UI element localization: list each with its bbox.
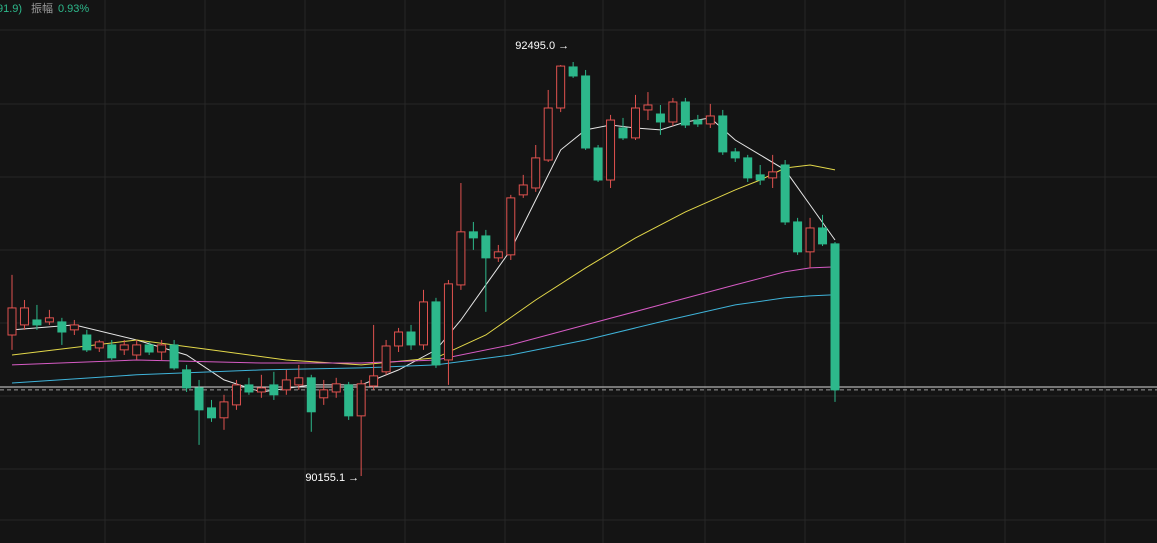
candle-body — [281, 379, 291, 391]
candle-body — [556, 65, 566, 109]
candle-body — [7, 307, 17, 336]
candle-body — [44, 317, 54, 323]
candle-body — [57, 321, 67, 333]
amplitude-value: 0.93% — [58, 3, 89, 15]
candle-body — [830, 243, 840, 391]
candle-body — [306, 377, 316, 413]
candle-body — [331, 383, 341, 393]
candle-body — [32, 319, 42, 326]
candle-body — [182, 369, 192, 389]
candle-body — [443, 283, 453, 361]
candle-body — [543, 107, 553, 161]
candle-body — [207, 407, 217, 419]
candle-body — [793, 221, 803, 253]
candle-body — [319, 389, 329, 399]
candle-body — [256, 387, 266, 393]
candle-body — [431, 301, 441, 366]
candle-body — [244, 384, 254, 393]
candle-body — [643, 104, 653, 111]
candle-body — [818, 227, 828, 245]
candle-body — [456, 231, 466, 286]
candle-body — [655, 113, 665, 123]
candle-body — [755, 174, 765, 181]
candle-body — [269, 384, 279, 396]
candle-body — [680, 101, 690, 126]
candle-body — [69, 324, 79, 331]
candle-body — [506, 197, 516, 256]
candle-body — [369, 375, 379, 387]
candle-body — [743, 157, 753, 179]
candle-body — [157, 344, 167, 353]
candle-body — [768, 171, 778, 179]
candle-body — [593, 147, 603, 181]
candle-body — [294, 377, 304, 386]
candle-body — [718, 115, 728, 153]
candle-body — [618, 127, 628, 139]
amplitude-label: 振幅 — [31, 1, 53, 15]
candle-body — [581, 75, 591, 149]
candle-body — [132, 344, 142, 356]
max-annotation: 92495.0 → — [515, 40, 569, 52]
candle-body — [531, 157, 541, 189]
candle-body — [406, 331, 416, 346]
candle-body — [705, 115, 715, 125]
candle-body — [568, 66, 578, 77]
candle-body — [119, 344, 129, 351]
candle-body — [169, 344, 179, 369]
candle-body — [394, 331, 404, 347]
moving-average-line — [11, 294, 836, 384]
min-annotation: 90155.1 → — [305, 472, 359, 484]
candle-body — [668, 101, 678, 123]
candle-body — [231, 384, 241, 406]
candle-body — [19, 307, 29, 326]
candle-body — [82, 334, 92, 351]
candle-body — [481, 235, 491, 259]
candle-body — [630, 107, 640, 139]
moving-average-line — [11, 266, 836, 366]
candle-body — [693, 119, 703, 125]
candle-body — [468, 231, 478, 239]
candle-body — [194, 387, 204, 411]
candle-body — [518, 184, 528, 196]
candle-body — [780, 164, 790, 223]
candle-body — [730, 151, 740, 159]
candle-body — [94, 341, 104, 349]
candle-body — [219, 401, 229, 419]
candle-body — [419, 301, 428, 346]
candle-body — [356, 383, 366, 417]
candle-body — [381, 345, 391, 373]
candle-body — [107, 344, 117, 359]
candle-body — [344, 384, 354, 417]
candle-body — [805, 227, 815, 253]
header-fragment: 91.9) — [0, 3, 22, 15]
candle-body — [493, 251, 503, 259]
candle-body — [606, 119, 616, 181]
moving-average-line — [11, 117, 836, 393]
candle-body — [144, 344, 154, 353]
